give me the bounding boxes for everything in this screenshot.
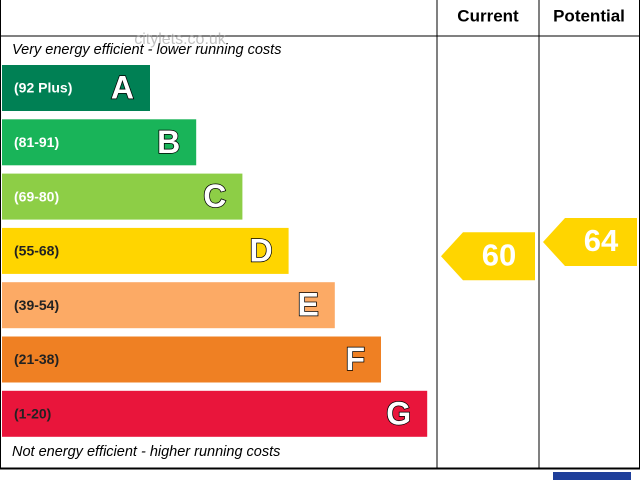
band-letter: B: [157, 124, 180, 160]
band-bar: [2, 227, 289, 274]
band-bar: [2, 336, 381, 383]
band-range: (1-20): [14, 406, 51, 422]
band-letter: A: [111, 69, 134, 105]
band-bar: [2, 119, 197, 166]
band-range: (55-68): [14, 243, 59, 259]
watermark: citylets.co.uk: [134, 31, 227, 48]
band-range: (69-80): [14, 188, 59, 204]
rating-value: 60: [482, 237, 516, 272]
band-bar: [2, 65, 150, 111]
rating-value: 64: [584, 223, 619, 258]
band-letter: F: [345, 341, 365, 377]
band-bar: [2, 390, 428, 437]
band-range: (92 Plus): [14, 80, 72, 96]
band-range: (39-54): [14, 297, 59, 313]
header: Potential: [553, 6, 625, 25]
rating-arrow: [543, 218, 637, 267]
rating-arrow: [441, 232, 535, 281]
band-range: (81-91): [14, 134, 59, 150]
top-note: Very energy efficient - lower running co…: [12, 42, 281, 58]
band-range: (21-38): [14, 351, 59, 367]
eu-flag: [553, 472, 631, 480]
band-letter: G: [386, 395, 411, 431]
band-bar: [2, 282, 335, 329]
band-letter: D: [249, 232, 272, 268]
band-letter: C: [203, 178, 226, 214]
band-letter: E: [297, 287, 318, 323]
header: Current: [457, 6, 519, 25]
band-bar: [2, 173, 243, 220]
bottom-note: Not energy efficient - higher running co…: [12, 444, 280, 460]
